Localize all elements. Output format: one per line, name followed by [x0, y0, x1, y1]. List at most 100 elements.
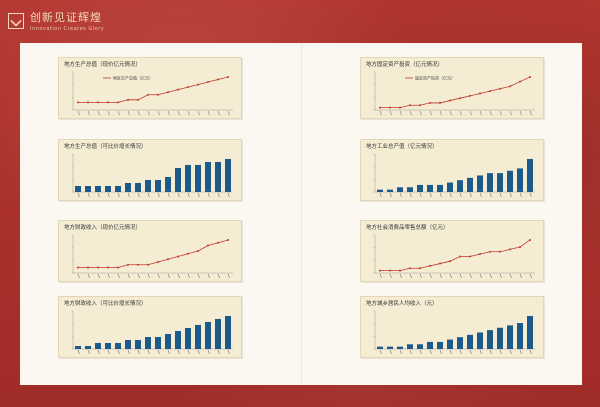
x-tick-label	[469, 110, 472, 116]
x-tick-label	[449, 110, 452, 116]
x-tick-label	[177, 110, 180, 116]
x-tick-label	[107, 349, 110, 355]
x-tick-label	[419, 110, 422, 116]
bar	[467, 334, 473, 349]
x-tick-label	[469, 192, 472, 198]
bar	[135, 182, 141, 192]
x-tick-label	[419, 192, 422, 198]
data-point	[187, 252, 189, 255]
x-tick-label	[137, 192, 140, 198]
x-tick-label	[87, 273, 90, 279]
x-tick-label	[479, 192, 482, 198]
x-tick-label	[389, 192, 392, 198]
bar	[155, 179, 161, 192]
data-point	[87, 266, 89, 269]
x-tick-label	[439, 273, 442, 279]
x-tick-label	[429, 349, 432, 355]
bar	[165, 333, 171, 349]
bar	[175, 167, 181, 192]
data-point	[529, 238, 531, 241]
bar	[165, 176, 171, 192]
bar	[225, 158, 231, 192]
x-tick-label	[409, 110, 412, 116]
x-tick-label	[489, 110, 492, 116]
x-tick-label	[157, 349, 160, 355]
chart-card-5: 地方固定资产投资（亿元情况） 固定资产投资（亿元）	[360, 57, 544, 119]
data-point	[117, 266, 119, 269]
data-point	[87, 101, 89, 104]
bar	[215, 318, 221, 349]
data-point	[489, 250, 491, 253]
x-tick-label	[399, 349, 402, 355]
x-tick-label	[167, 273, 170, 279]
bar	[185, 164, 191, 192]
bar	[467, 177, 473, 192]
series-line	[78, 76, 229, 103]
chart-svg	[71, 234, 233, 279]
x-tick-label	[399, 110, 402, 116]
chart-svg: 固定资产投资（亿元）	[373, 71, 535, 116]
data-point	[529, 75, 531, 78]
data-point	[429, 101, 431, 104]
bar	[517, 323, 523, 349]
bar	[215, 161, 221, 192]
x-tick-label	[449, 192, 452, 198]
bar	[437, 341, 443, 349]
x-tick-label	[379, 192, 382, 198]
x-tick-label	[197, 192, 200, 198]
chart-svg	[71, 310, 233, 355]
chart-svg	[373, 310, 535, 355]
x-tick-label	[207, 273, 210, 279]
x-tick-label	[137, 349, 140, 355]
x-tick-label	[87, 349, 90, 355]
x-tick-label	[157, 110, 160, 116]
series-line	[380, 76, 531, 109]
x-tick-label	[217, 349, 220, 355]
bar	[497, 173, 503, 192]
chart-card-4: 地方财政收入（可比价增长情况）	[58, 296, 242, 358]
bar	[477, 332, 483, 349]
chart-card-7: 地方社会消费品零售总额（亿元）	[360, 220, 544, 282]
x-tick-label	[499, 110, 502, 116]
chart-card-2: 地方生产总值（可比价增长情况）	[58, 139, 242, 201]
data-point	[379, 269, 381, 272]
x-tick-label	[489, 273, 492, 279]
x-tick-label	[147, 192, 150, 198]
chart-title: 地方生产总值（现价亿元情况）	[64, 62, 142, 68]
data-point	[167, 258, 169, 261]
x-tick-label	[147, 273, 150, 279]
x-tick-label	[97, 273, 100, 279]
x-tick-label	[519, 273, 522, 279]
x-tick-label	[127, 110, 130, 116]
x-tick-label	[519, 110, 522, 116]
bar	[115, 342, 121, 349]
page-fold	[301, 43, 303, 385]
x-tick-label	[187, 349, 190, 355]
x-tick-label	[187, 192, 190, 198]
bar	[487, 330, 493, 349]
bar	[205, 161, 211, 192]
logo-icon	[8, 13, 24, 29]
chart-title: 地方生产总值（可比价增长情况）	[64, 144, 147, 150]
bar	[95, 185, 101, 192]
header-subtitle: Innovation Creates Glory	[30, 26, 105, 32]
x-tick-label	[409, 192, 412, 198]
data-point	[439, 262, 441, 265]
data-point	[157, 260, 159, 263]
chart-card-6: 地方工业总产值（亿元情况）	[360, 139, 544, 201]
x-tick-label	[77, 110, 80, 116]
bar	[85, 345, 91, 349]
x-tick-label	[379, 273, 382, 279]
data-point	[217, 78, 219, 81]
data-point	[439, 101, 441, 104]
data-point	[429, 264, 431, 267]
bar	[437, 184, 443, 192]
x-tick-label	[107, 192, 110, 198]
bar	[75, 345, 81, 349]
series-line	[380, 239, 531, 272]
bar	[427, 184, 433, 192]
x-tick-label	[77, 349, 80, 355]
chart-title: 地方财政收入（现价亿元情况）	[64, 225, 142, 231]
bar	[477, 175, 483, 192]
bar	[95, 342, 101, 349]
